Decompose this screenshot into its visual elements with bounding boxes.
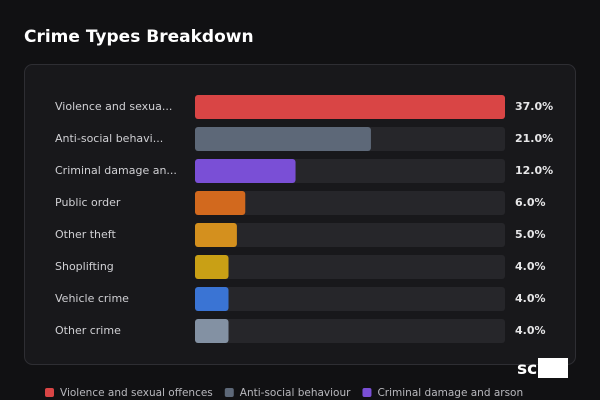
value-label: 5.0% <box>515 228 546 241</box>
legend-label[interactable]: Violence and sexual offences <box>60 387 213 399</box>
bar-track <box>195 255 505 279</box>
bar-track <box>195 319 505 343</box>
category-label: Other crime <box>55 324 121 337</box>
bar <box>195 319 229 343</box>
value-label: 37.0% <box>515 100 553 113</box>
category-label: Other theft <box>55 228 116 241</box>
bar <box>195 95 505 119</box>
bar-track <box>195 191 505 215</box>
bar <box>195 223 237 247</box>
category-label: Violence and sexua... <box>55 100 172 113</box>
category-label: Public order <box>55 196 121 209</box>
legend-swatch[interactable] <box>45 388 54 397</box>
legend-swatch[interactable] <box>224 388 234 397</box>
bar <box>195 159 296 183</box>
legend-label[interactable]: Anti-social behaviour <box>240 387 351 399</box>
bar <box>195 127 371 151</box>
value-label: 4.0% <box>515 324 546 337</box>
value-label: 21.0% <box>515 132 553 145</box>
value-label: 6.0% <box>515 196 546 209</box>
category-label: Criminal damage an... <box>55 164 177 177</box>
legend-swatch[interactable] <box>362 388 372 397</box>
logo-box <box>538 358 568 378</box>
bar <box>195 191 246 215</box>
legend-label[interactable]: Criminal damage and arson <box>377 387 523 399</box>
watermark: scOS <box>517 359 564 379</box>
chart-title: Crime Types Breakdown <box>24 27 254 47</box>
category-label: Anti-social behavi... <box>55 132 163 145</box>
value-label: 4.0% <box>515 260 546 273</box>
bar <box>195 287 229 311</box>
value-label: 12.0% <box>515 164 553 177</box>
category-label: Vehicle crime <box>55 292 129 305</box>
category-label: Shoplifting <box>55 260 114 273</box>
bar-track <box>195 223 505 247</box>
bar-track <box>195 287 505 311</box>
value-label: 4.0% <box>515 292 546 305</box>
bar <box>195 255 229 279</box>
